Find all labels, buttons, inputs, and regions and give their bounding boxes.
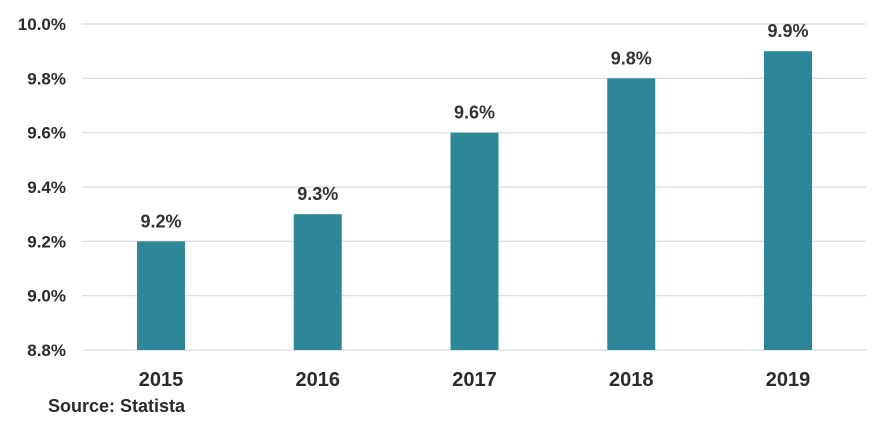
data-label: 9.3%: [297, 184, 338, 204]
data-label: 9.9%: [767, 21, 808, 41]
x-tick-label: 2018: [609, 369, 654, 391]
bar: [764, 51, 812, 351]
bar: [607, 78, 656, 350]
y-tick-label: 10.0%: [18, 15, 66, 34]
x-tick-label: 2019: [766, 369, 811, 391]
data-label: 9.2%: [140, 211, 181, 231]
bar: [450, 132, 499, 350]
data-labels: 9.2% 9.3% 9.6% 9.8% 9.9%: [140, 21, 808, 231]
data-label: 9.8%: [611, 48, 652, 68]
data-label: 9.6%: [454, 103, 495, 123]
bar: [137, 241, 185, 350]
y-tick-label: 8.8%: [27, 341, 66, 360]
x-tick-label: 2015: [139, 369, 184, 391]
y-tick-label: 9.8%: [27, 69, 66, 88]
x-tick-label: 2017: [452, 369, 497, 391]
y-axis: 8.8% 9.0% 9.2% 9.4% 9.6% 9.8% 10.0%: [18, 15, 66, 360]
source-note: Source: Statista: [48, 396, 186, 416]
y-tick-label: 9.0%: [27, 287, 66, 306]
bar: [293, 214, 342, 350]
bars: [137, 51, 812, 351]
y-tick-label: 9.6%: [27, 124, 66, 143]
y-tick-label: 9.2%: [27, 232, 66, 251]
x-tick-label: 2016: [296, 369, 341, 391]
y-tick-label: 9.4%: [27, 178, 66, 197]
x-axis: 2015 2016 2017 2018 2019: [139, 369, 811, 391]
